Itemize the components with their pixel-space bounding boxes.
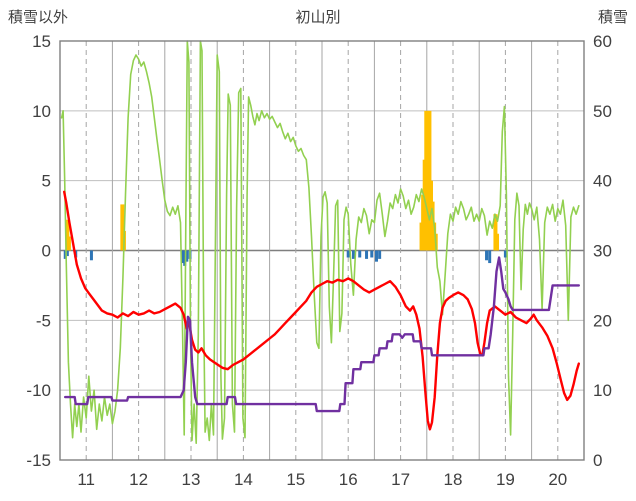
chart-header: 積雪以外 初山別 積雪 [0, 6, 636, 30]
right-axis-tick-label: 0 [593, 451, 602, 470]
left-axis-tick-label: 15 [32, 32, 51, 51]
blue-bars [365, 250, 369, 259]
left-axis-tick-label: -10 [26, 381, 51, 400]
right-axis-tick-label: 50 [593, 102, 612, 121]
green-line [60, 40, 580, 445]
right-axis-tick-label: 30 [593, 242, 612, 261]
x-axis-tick-label: 12 [129, 470, 148, 489]
x-axis-tick-label: 16 [339, 470, 358, 489]
x-axis-tick-label: 18 [444, 470, 463, 489]
x-axis-tick-label: 14 [234, 470, 253, 489]
left-axis-tick-label: -15 [26, 451, 51, 470]
chart-title: 初山別 [295, 9, 341, 26]
orange-bars [493, 214, 498, 251]
orange-bars [66, 236, 71, 251]
blue-bars [485, 250, 489, 261]
blue-bars [346, 250, 350, 258]
left-axis-title: 積雪以外 [8, 9, 69, 26]
blue-bars [503, 250, 507, 258]
right-axis-title: 積雪 [597, 9, 628, 26]
left-axis-tick-label: 10 [32, 102, 51, 121]
right-axis-tick-label: 60 [593, 32, 612, 51]
orange-bars [65, 219, 70, 251]
purple-line [63, 256, 580, 413]
left-axis-tick-label: 5 [42, 172, 51, 191]
blue-bars [370, 250, 374, 258]
left-axis-tick-label: 0 [42, 242, 51, 261]
x-axis-tick-label: 17 [391, 470, 410, 489]
blue-bars [358, 250, 362, 258]
right-axis-tick-label: 40 [593, 172, 612, 191]
blue-bars [378, 250, 382, 259]
blue-bars [351, 250, 355, 259]
blue-bars [89, 250, 93, 261]
x-axis-tick-label: 19 [496, 470, 515, 489]
blue-bars [488, 250, 492, 264]
blue-bars [185, 250, 189, 262]
right-axis-tick-label: 10 [593, 381, 612, 400]
x-axis-tick-label: 11 [77, 470, 95, 489]
x-axis-tick-label: 20 [548, 470, 567, 489]
blue-bars [181, 250, 185, 264]
orange-bars [427, 110, 432, 251]
x-axis-tick-label: 15 [286, 470, 305, 489]
blue-bars [65, 250, 69, 257]
x-axis-tick-label: 13 [182, 470, 201, 489]
orange-bars [120, 204, 125, 251]
blue-bars [63, 250, 67, 259]
blue-bars [183, 250, 187, 266]
plot-border [59, 40, 585, 461]
blue-bars [374, 250, 378, 262]
right-axis-tick-label: 20 [593, 311, 612, 330]
left-axis-tick-label: -5 [36, 311, 51, 330]
orange-bars [495, 233, 500, 251]
